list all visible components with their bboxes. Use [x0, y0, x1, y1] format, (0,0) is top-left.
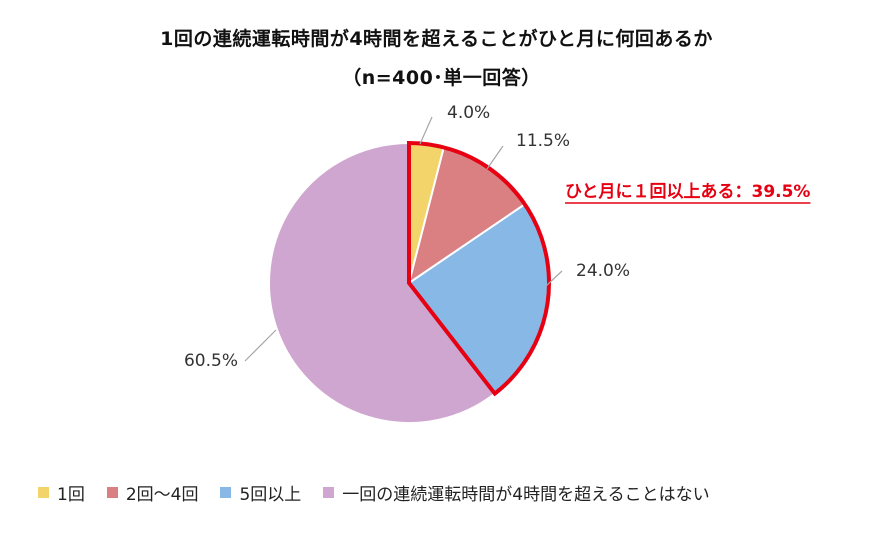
highlight-outline — [407, 140, 551, 397]
chart-subtitle: （n=400･単一回答） — [342, 67, 541, 89]
leader-line-2 — [486, 145, 504, 170]
legend-item-1: 1回 — [38, 480, 85, 505]
data-label-3: 24.0% — [576, 261, 630, 281]
highlight-annotation: ひと月に１回以上ある：39.5% — [565, 182, 810, 202]
legend-label: 一回の連続運転時間が4時間を超えることはない — [342, 485, 710, 505]
data-label-4: 60.5% — [184, 351, 238, 371]
leader-line-1 — [419, 116, 433, 145]
legend-label: 5回以上 — [239, 485, 302, 505]
leader-line-3 — [545, 270, 563, 287]
legend-item-3: 5回以上 — [220, 480, 301, 505]
legend: 1回 2回～4回 5回以上 一回の連続運転時間が4時間を超えることはない — [38, 480, 732, 505]
data-label-2: 11.5% — [516, 131, 570, 151]
data-label-1: 4.0% — [447, 103, 490, 123]
legend-label: 2回～4回 — [125, 485, 199, 505]
chart-title: 1回の連続運転時間が4時間を超えることがひと月に何回あるか — [160, 28, 713, 50]
legend-swatch — [38, 487, 49, 498]
pie-slice-4 — [268, 141, 497, 424]
legend-swatch — [106, 487, 118, 498]
legend-swatch — [220, 487, 232, 498]
leader-line-4 — [244, 329, 277, 362]
legend-swatch — [323, 487, 335, 498]
legend-label: 1回 — [57, 485, 85, 505]
legend-item-4: 一回の連続運転時間が4時間を超えることはない — [323, 480, 710, 505]
legend-item-2: 2回～4回 — [106, 480, 199, 505]
